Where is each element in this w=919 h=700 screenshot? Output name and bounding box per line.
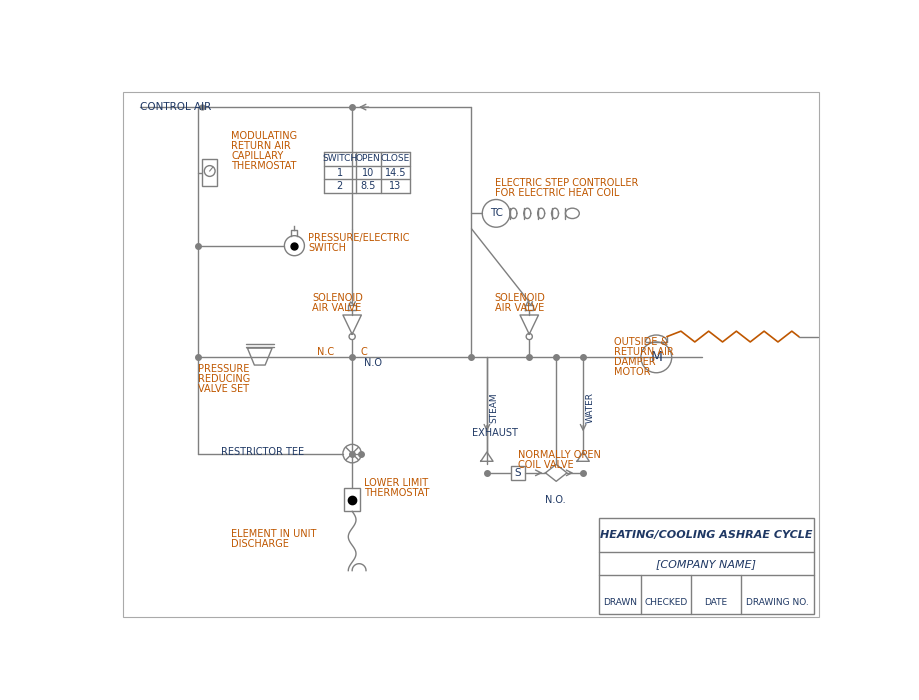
Text: M: M — [650, 350, 662, 364]
Text: RETURN AIR: RETURN AIR — [231, 141, 290, 151]
Text: AIR VALVE: AIR VALVE — [494, 303, 543, 313]
Text: RETURN AIR: RETURN AIR — [613, 347, 673, 357]
Text: DATE: DATE — [704, 598, 727, 607]
Text: MODULATING: MODULATING — [231, 132, 297, 141]
Text: COIL VALVE: COIL VALVE — [517, 460, 573, 470]
Text: 10: 10 — [362, 167, 374, 178]
Text: CHECKED: CHECKED — [643, 598, 686, 607]
Bar — [510, 466, 524, 480]
Text: DRAWING NO.: DRAWING NO. — [745, 598, 808, 607]
Bar — [344, 489, 359, 511]
Bar — [202, 159, 217, 186]
Text: STEAM: STEAM — [489, 392, 498, 423]
Text: EXHAUST: EXHAUST — [471, 428, 517, 438]
Text: SOLENOID: SOLENOID — [312, 293, 363, 303]
Text: THERMOSTAT: THERMOSTAT — [231, 162, 296, 172]
Text: CONTROL AIR: CONTROL AIR — [141, 102, 211, 112]
Text: WATER: WATER — [584, 392, 594, 423]
Text: 8.5: 8.5 — [360, 181, 376, 191]
Text: DAMPER: DAMPER — [613, 357, 655, 367]
Text: S: S — [514, 468, 520, 478]
Text: VALVE SET: VALVE SET — [198, 384, 249, 394]
Text: DISCHARGE: DISCHARGE — [231, 540, 289, 550]
Text: N.O.: N.O. — [544, 495, 564, 505]
Text: LOWER LIMIT: LOWER LIMIT — [363, 478, 427, 488]
Text: FOR ELECTRIC HEAT COIL: FOR ELECTRIC HEAT COIL — [494, 188, 618, 197]
Text: PRESSURE: PRESSURE — [198, 364, 249, 374]
Text: TC: TC — [489, 209, 502, 218]
Text: SWITCH: SWITCH — [322, 154, 357, 163]
Text: NORMALLY OPEN: NORMALLY OPEN — [517, 450, 600, 460]
Text: OUTSIDE &: OUTSIDE & — [613, 337, 667, 347]
Text: 1: 1 — [336, 167, 343, 178]
Text: N.C: N.C — [317, 347, 335, 357]
Text: 2: 2 — [336, 181, 343, 191]
Text: MOTOR: MOTOR — [613, 367, 650, 377]
Bar — [598, 517, 813, 614]
Text: ELEMENT IN UNIT: ELEMENT IN UNIT — [231, 529, 316, 540]
Text: 14.5: 14.5 — [384, 167, 405, 178]
Text: CAPILLARY: CAPILLARY — [231, 151, 283, 162]
Text: THERMOSTAT: THERMOSTAT — [363, 488, 428, 498]
Text: [COMPANY NAME]: [COMPANY NAME] — [655, 559, 755, 568]
Text: RESTRICTOR TEE: RESTRICTOR TEE — [221, 447, 304, 457]
Text: DRAWN: DRAWN — [602, 598, 636, 607]
Text: CLOSE: CLOSE — [380, 154, 410, 163]
Text: OPEN: OPEN — [356, 154, 380, 163]
Text: SWITCH: SWITCH — [308, 243, 346, 253]
Text: AIR VALVE: AIR VALVE — [312, 303, 361, 313]
Text: N.O: N.O — [363, 358, 381, 368]
Text: HEATING/COOLING ASHRAE CYCLE: HEATING/COOLING ASHRAE CYCLE — [599, 530, 811, 540]
Text: ELECTRIC STEP CONTROLLER: ELECTRIC STEP CONTROLLER — [494, 178, 637, 188]
Text: 13: 13 — [389, 181, 401, 191]
Text: SOLENOID: SOLENOID — [494, 293, 545, 303]
Text: REDUCING: REDUCING — [198, 374, 250, 384]
Text: PRESSURE/ELECTRIC: PRESSURE/ELECTRIC — [308, 233, 409, 243]
Text: C: C — [360, 347, 367, 357]
